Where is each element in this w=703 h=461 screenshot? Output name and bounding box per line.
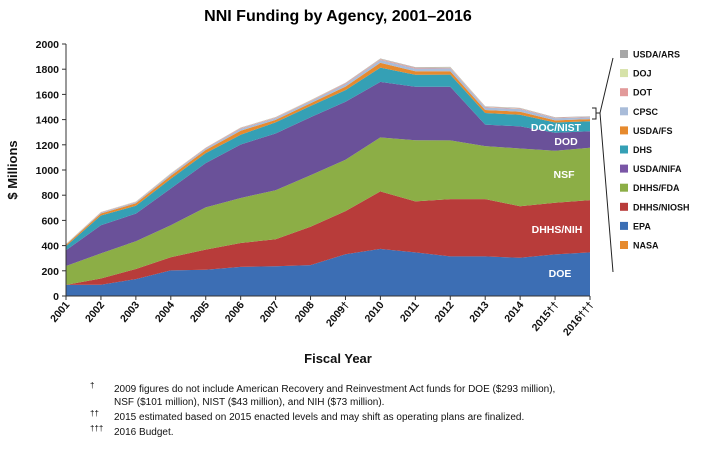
series-label-doc-nist: DOC/NIST <box>531 122 582 134</box>
y-tick-label: 2000 <box>36 39 60 51</box>
footnote-text: 2009 figures do not include American Rec… <box>114 384 556 395</box>
footnote-text-continued: NSF ($101 million), NIST ($43 million), … <box>114 397 385 408</box>
footnote-mark: †† <box>90 409 99 418</box>
legend-label: DOJ <box>633 69 652 79</box>
x-tick-label: 2004 <box>153 299 177 325</box>
x-tick-label: 2011 <box>398 299 422 324</box>
legend-bracket <box>592 57 614 273</box>
x-tick-label: 2008 <box>293 299 317 325</box>
area-nsf <box>66 137 590 285</box>
legend-label: USDA/ARS <box>633 50 680 60</box>
y-tick-label: 1800 <box>36 64 60 76</box>
legend-label: DHHS/NIOSH <box>633 202 690 212</box>
y-tick-label: 800 <box>41 190 59 202</box>
legend-swatch <box>620 145 628 154</box>
x-tick-label: 2002 <box>83 299 107 325</box>
y-tick-label: 400 <box>41 241 59 253</box>
series-label-dod: DOD <box>554 136 578 148</box>
y-tick-labels: 0 200 400 600 800 1000 1200 1400 1600 1800 2000 <box>36 39 66 303</box>
series-label-nsf: NSF <box>554 169 576 181</box>
x-tick-label: 2003 <box>118 299 142 325</box>
footnote-text: 2015 estimated based on 2015 enacted lev… <box>114 412 525 423</box>
legend-connector <box>592 57 614 273</box>
legend-label: USDA/NIFA <box>633 164 682 174</box>
legend-label: NASA <box>633 241 659 251</box>
legend: USDA/ARS DOJ DOT CPSC USDA/FS DHS USDA/NIFA DHH… <box>620 50 690 251</box>
x-tick-label: 2015†† <box>530 299 562 334</box>
legend-label: DHHS/FDA <box>633 183 680 193</box>
legend-swatch <box>620 69 628 78</box>
y-tick-label: 1200 <box>36 140 60 152</box>
legend-swatch <box>620 164 628 173</box>
x-tick-label: 2010 <box>362 299 386 325</box>
y-axis-title: $ Millions <box>5 140 20 199</box>
y-tick-label: 200 <box>41 266 59 278</box>
legend-label: EPA <box>633 221 651 231</box>
y-tick-label: 1400 <box>36 115 60 127</box>
footnote-text: 2016 Budget. <box>114 427 174 438</box>
x-tick-label: 2005 <box>188 299 212 325</box>
x-tick-labels: 2001 2002 2003 2004 2005 2006 2007 2008 2009† 201… <box>48 296 596 338</box>
y-tick-label: 1000 <box>36 165 60 177</box>
legend-swatch <box>620 221 628 230</box>
chart-title: NNI Funding by Agency, 2001–2016 <box>204 8 472 25</box>
y-tick-label: 1600 <box>36 89 60 101</box>
legend-swatch <box>620 202 628 211</box>
series-label-doe: DOE <box>549 268 572 280</box>
footnote-mark: ††† <box>90 424 104 433</box>
legend-label: CPSC <box>633 107 659 117</box>
area-doe <box>66 248 590 296</box>
legend-label: DHS <box>633 145 652 155</box>
x-tick-label: 2013 <box>467 299 491 325</box>
legend-swatch <box>620 88 628 97</box>
legend-swatch <box>620 50 628 58</box>
x-tick-label: 2016††† <box>561 299 597 338</box>
x-axis-title: Fiscal Year <box>304 351 372 366</box>
legend-label: USDA/FS <box>633 126 673 136</box>
legend-label: DOT <box>633 88 653 98</box>
series-label-dhhs-nih: DHHS/NIH <box>532 224 583 236</box>
x-tick-label: 2007 <box>258 299 282 325</box>
area-doc-nist <box>66 67 590 251</box>
y-tick-label: 0 <box>53 291 59 303</box>
stacked-areas <box>66 58 590 296</box>
legend-swatch <box>620 107 628 116</box>
area-dod <box>66 81 590 267</box>
legend-swatch <box>620 126 628 135</box>
legend-swatch <box>620 241 628 249</box>
x-tick-label: 2001 <box>48 299 72 325</box>
legend-swatch <box>620 183 628 192</box>
x-tick-label: 2006 <box>223 299 247 325</box>
x-tick-label: 2009† <box>324 299 352 329</box>
x-tick-label: 2012 <box>432 299 456 325</box>
series-inline-labels: DOE DHHS/NIH NSF DOD DOC/NIST <box>531 122 582 280</box>
y-tick-label: 600 <box>41 215 59 227</box>
footnote-mark: † <box>90 381 95 390</box>
x-tick-label: 2014 <box>502 299 526 325</box>
area-dhhs-niosh <box>66 191 590 285</box>
